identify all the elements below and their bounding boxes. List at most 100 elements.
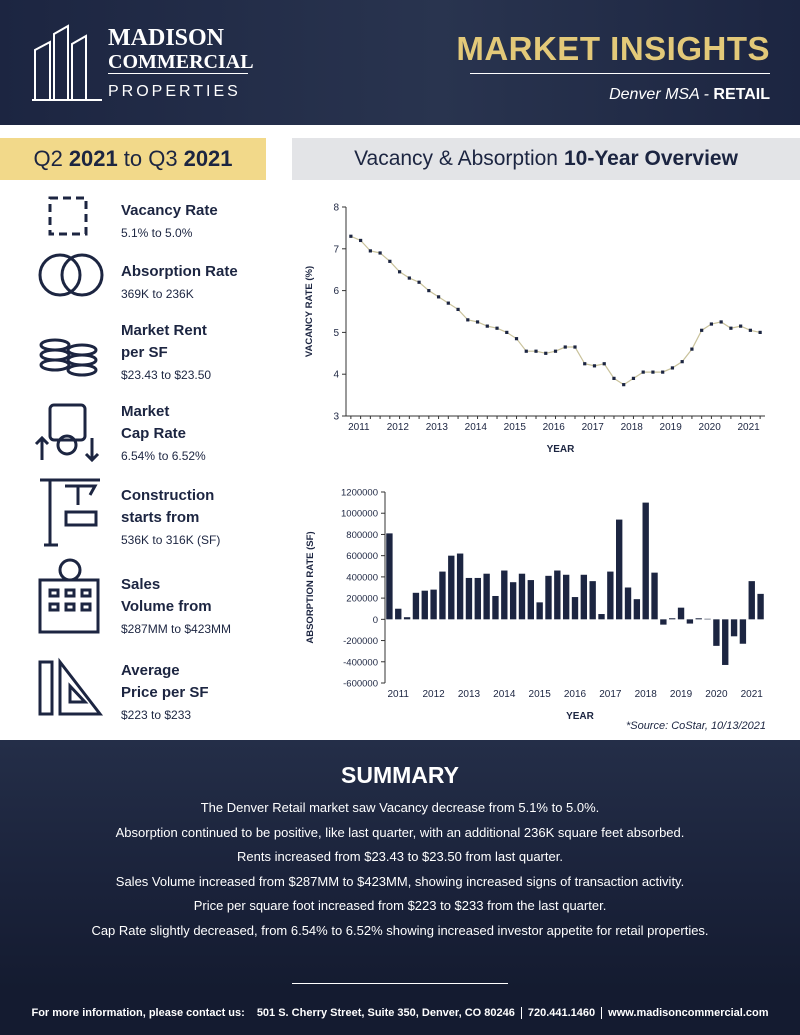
metric: Vacancy Rate 5.1% to 5.0% xyxy=(121,200,281,240)
bar xyxy=(545,575,552,620)
bar xyxy=(624,587,632,620)
bar xyxy=(518,573,526,620)
footer-label: For more information, please contact us: xyxy=(31,1006,245,1019)
point xyxy=(680,360,684,364)
metric: Sales Volume from $287MM to $423MM xyxy=(121,574,281,636)
point xyxy=(661,370,665,374)
y-tick-label: 0 xyxy=(373,615,378,626)
x-tick-label: 2013 xyxy=(458,689,481,700)
metric: Construction starts from 536K to 316K (SF) xyxy=(121,485,281,547)
metric-title: Market xyxy=(121,403,170,420)
market: Denver MSA - RETAIL xyxy=(609,86,770,104)
point xyxy=(407,276,411,280)
point xyxy=(485,324,489,328)
metric-detail: 536K to 316K (SF) xyxy=(121,533,221,547)
summary-line: Absorption continued to be positive, lik… xyxy=(115,824,685,840)
source-note: *Source: CoStar, 10/13/2021 xyxy=(625,720,766,732)
bar xyxy=(669,618,676,620)
title-rule xyxy=(470,73,770,74)
point xyxy=(466,318,470,322)
bar xyxy=(492,595,499,620)
metric-title: Average xyxy=(121,662,180,679)
footer-phone: 720.441.1460 xyxy=(520,1006,601,1019)
period-part: to Q3 xyxy=(123,146,178,171)
point xyxy=(349,234,353,238)
x-tick-label: 2021 xyxy=(741,689,764,700)
x-tick-label: 2020 xyxy=(705,689,728,700)
x-tick-label: 2015 xyxy=(529,689,552,700)
point xyxy=(700,328,704,332)
point xyxy=(690,347,694,351)
page-title: MARKET INSIGHTS xyxy=(456,30,770,67)
brand-rule xyxy=(108,73,248,74)
bar xyxy=(474,577,481,620)
point xyxy=(573,345,577,349)
icons xyxy=(34,196,104,716)
bar xyxy=(757,593,764,620)
metric-detail: $223 to $233 xyxy=(121,708,192,722)
y-tick-label: -400000 xyxy=(343,657,378,668)
point xyxy=(739,324,743,328)
point xyxy=(495,326,499,330)
period-part: Q2 xyxy=(33,146,63,171)
x-tick-label: 2011 xyxy=(387,689,409,700)
y-axis-label: ABSORPTION RATE (SF) xyxy=(305,531,316,643)
y-tick-label: 7 xyxy=(333,244,339,255)
bar xyxy=(386,533,393,620)
x-tick-label: 2018 xyxy=(635,689,658,700)
y-tick-label: 800000 xyxy=(346,530,378,541)
metric-title: Vacancy Rate xyxy=(121,202,218,219)
period-part: 2021 xyxy=(183,146,233,171)
footer-web[interactable]: www.madisoncommercial.com xyxy=(601,1006,774,1019)
bar xyxy=(412,592,420,620)
y-tick-label: 6 xyxy=(333,286,339,297)
x-tick-label: 2012 xyxy=(422,689,445,700)
x-tick-label: 2016 xyxy=(543,422,566,433)
point xyxy=(514,337,519,341)
point xyxy=(758,330,762,334)
bar xyxy=(589,581,596,620)
title-part: 10-Year Overview xyxy=(563,147,738,170)
charts: 3 4 5 6 7 8 2011 2012 2013 2014 2015 2016 2017 2018 20… xyxy=(304,203,765,722)
y-tick-label: 8 xyxy=(333,203,339,214)
title-part: Vacancy & Absorption xyxy=(354,147,558,170)
bar xyxy=(421,590,428,620)
point xyxy=(388,259,392,263)
x-tick-label: 2015 xyxy=(504,422,527,433)
metric-detail: 6.54% to 6.52% xyxy=(121,449,206,463)
brand-line: MADISON xyxy=(108,25,225,51)
bar xyxy=(704,618,711,620)
bar xyxy=(439,571,446,620)
line xyxy=(350,235,761,386)
x-tick-label: 2014 xyxy=(465,422,488,433)
y-tick-label: 400000 xyxy=(346,572,378,583)
point xyxy=(359,238,363,243)
logo-mark xyxy=(32,24,102,101)
bar xyxy=(465,577,473,620)
sector: RETAIL xyxy=(713,86,770,103)
metric-title: Cap Rate xyxy=(121,425,187,442)
point xyxy=(427,289,431,293)
bar xyxy=(748,581,755,620)
y-tick-label: 1200000 xyxy=(341,488,378,499)
point xyxy=(436,295,441,299)
bar xyxy=(430,589,437,620)
metric-title: starts from xyxy=(121,509,200,526)
point xyxy=(417,280,421,284)
y-axis-label: VACANCY RATE (%) xyxy=(304,266,315,357)
point xyxy=(563,345,567,349)
summary-rule xyxy=(292,983,508,984)
point xyxy=(612,376,616,380)
metric-detail: 369K to 236K xyxy=(121,287,194,301)
point xyxy=(729,326,733,330)
metric-title: Volume from xyxy=(121,598,212,615)
bar xyxy=(509,582,517,620)
point xyxy=(719,320,723,324)
bar xyxy=(527,580,534,620)
bar xyxy=(633,599,641,620)
metric-title: Absorption Rate xyxy=(121,263,238,280)
y-tick-label: 200000 xyxy=(346,594,378,605)
metric-title: Market Rent xyxy=(121,322,207,339)
y-tick-label: 1000000 xyxy=(341,509,378,520)
